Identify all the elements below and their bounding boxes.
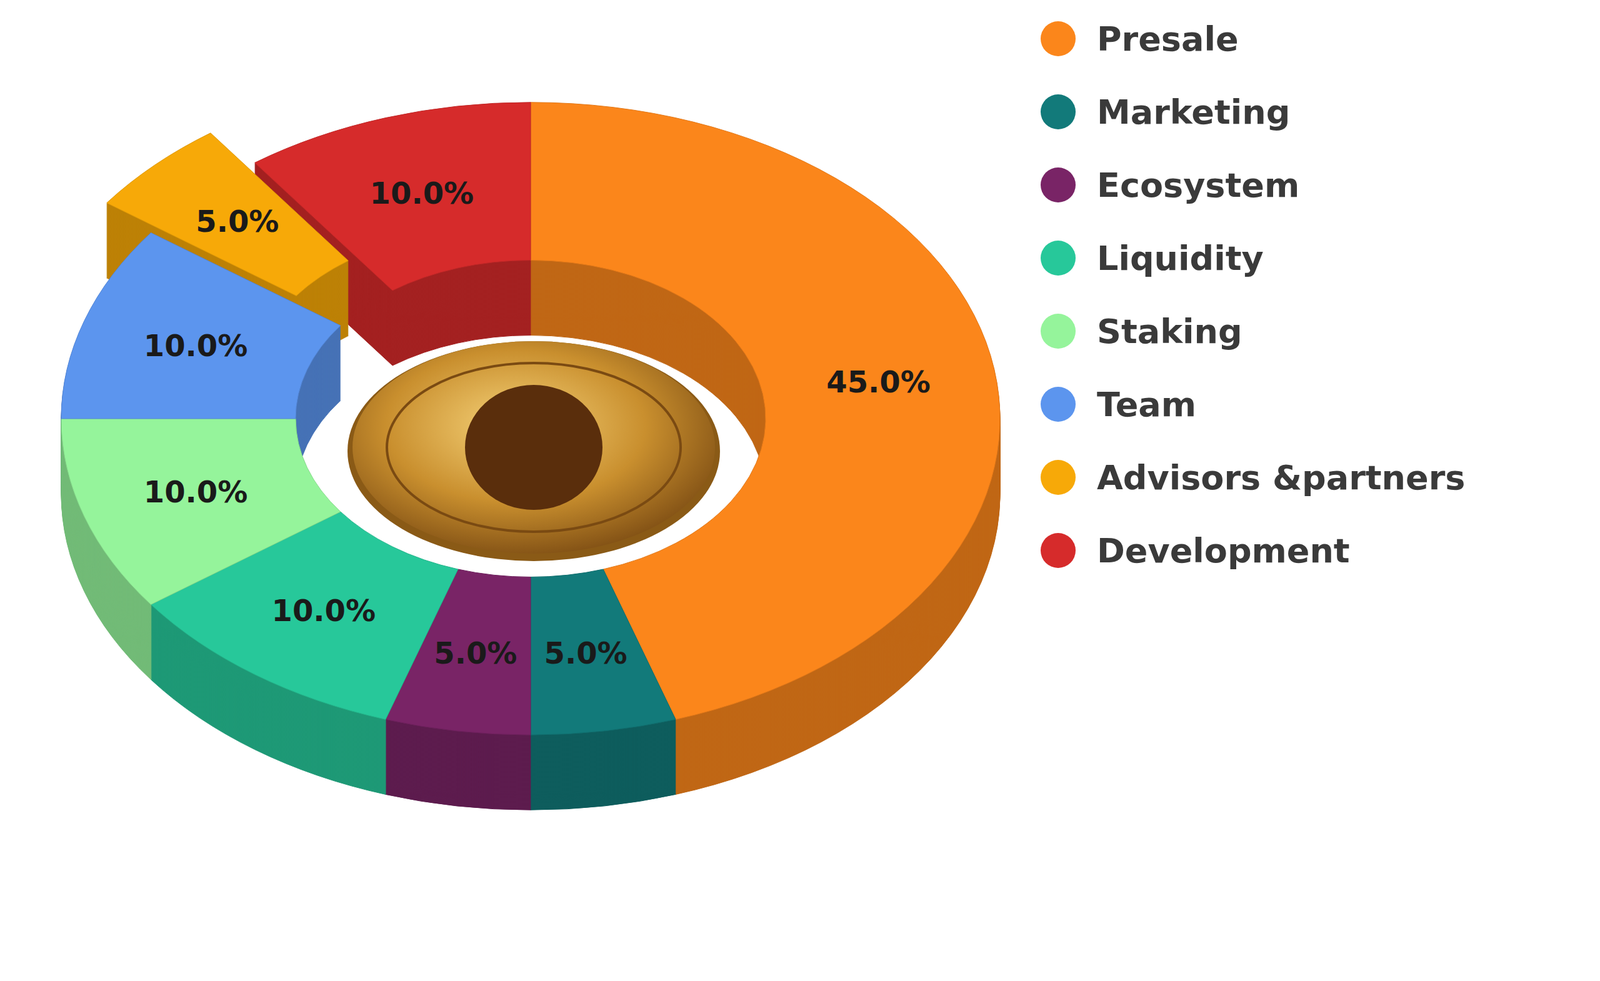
legend-label: Liquidity bbox=[1096, 238, 1264, 279]
legend-label: Marketing bbox=[1096, 92, 1290, 132]
legend-item: Presale bbox=[1040, 19, 1239, 59]
data-label: 5.0% bbox=[433, 635, 517, 671]
legend-label: Presale bbox=[1096, 19, 1239, 59]
legend-swatch bbox=[1040, 21, 1076, 57]
coin-ring bbox=[386, 363, 681, 532]
slice bbox=[530, 569, 676, 735]
data-label: 10.0% bbox=[143, 474, 249, 510]
legend-item: Liquidity bbox=[1040, 238, 1264, 279]
legend-swatch bbox=[1040, 240, 1076, 276]
data-label: 10.0% bbox=[143, 328, 249, 364]
legend-label: Team bbox=[1096, 385, 1197, 425]
legend-swatch bbox=[1040, 167, 1076, 203]
legend-label: Advisors &partners bbox=[1096, 458, 1465, 498]
slice bbox=[61, 418, 341, 605]
legend-swatch bbox=[1040, 460, 1076, 495]
data-label: 10.0% bbox=[370, 175, 475, 211]
legend-item: Staking bbox=[1040, 311, 1243, 352]
legend-label: Development bbox=[1096, 531, 1350, 571]
legend-swatch bbox=[1040, 313, 1076, 349]
donut-tops bbox=[61, 102, 1000, 735]
slice bbox=[255, 102, 531, 291]
chart-svg: 45.0% 5.0% 5.0% 10.0% 10.0% 10.0% 5.0% 10.0% Pre… bbox=[0, 0, 1600, 981]
chart-container: 45.0% 5.0% 5.0% 10.0% 10.0% 10.0% 5.0% 10.0% Pre… bbox=[0, 0, 1600, 981]
background bbox=[0, 0, 1600, 981]
legend-swatch bbox=[1040, 533, 1076, 569]
legend-label: Ecosystem bbox=[1096, 165, 1300, 205]
legend-label: Staking bbox=[1096, 311, 1243, 352]
legend-item: Advisors &partners bbox=[1040, 458, 1465, 498]
coin-face bbox=[352, 341, 715, 554]
legend-swatch bbox=[1040, 94, 1076, 130]
legend: Presale Marketing Ecosystem Liquidity Stakin… bbox=[1040, 19, 1465, 571]
legend-item: Marketing bbox=[1040, 92, 1290, 132]
legend-item: Development bbox=[1040, 531, 1350, 571]
data-labels: 45.0% 5.0% 5.0% 10.0% 10.0% 10.0% 5.0% 10.0% bbox=[143, 175, 931, 671]
data-label: 5.0% bbox=[544, 635, 628, 671]
legend-item: Team bbox=[1040, 385, 1197, 425]
coin-rim bbox=[347, 341, 720, 562]
legend-swatch bbox=[1040, 386, 1076, 422]
coin-emblem bbox=[465, 385, 603, 510]
data-label: 5.0% bbox=[195, 203, 279, 239]
legend-item: Ecosystem bbox=[1040, 165, 1300, 205]
coin bbox=[347, 341, 720, 562]
data-label: 45.0% bbox=[826, 364, 931, 400]
donut bbox=[61, 102, 1000, 810]
data-label: 10.0% bbox=[271, 593, 377, 629]
